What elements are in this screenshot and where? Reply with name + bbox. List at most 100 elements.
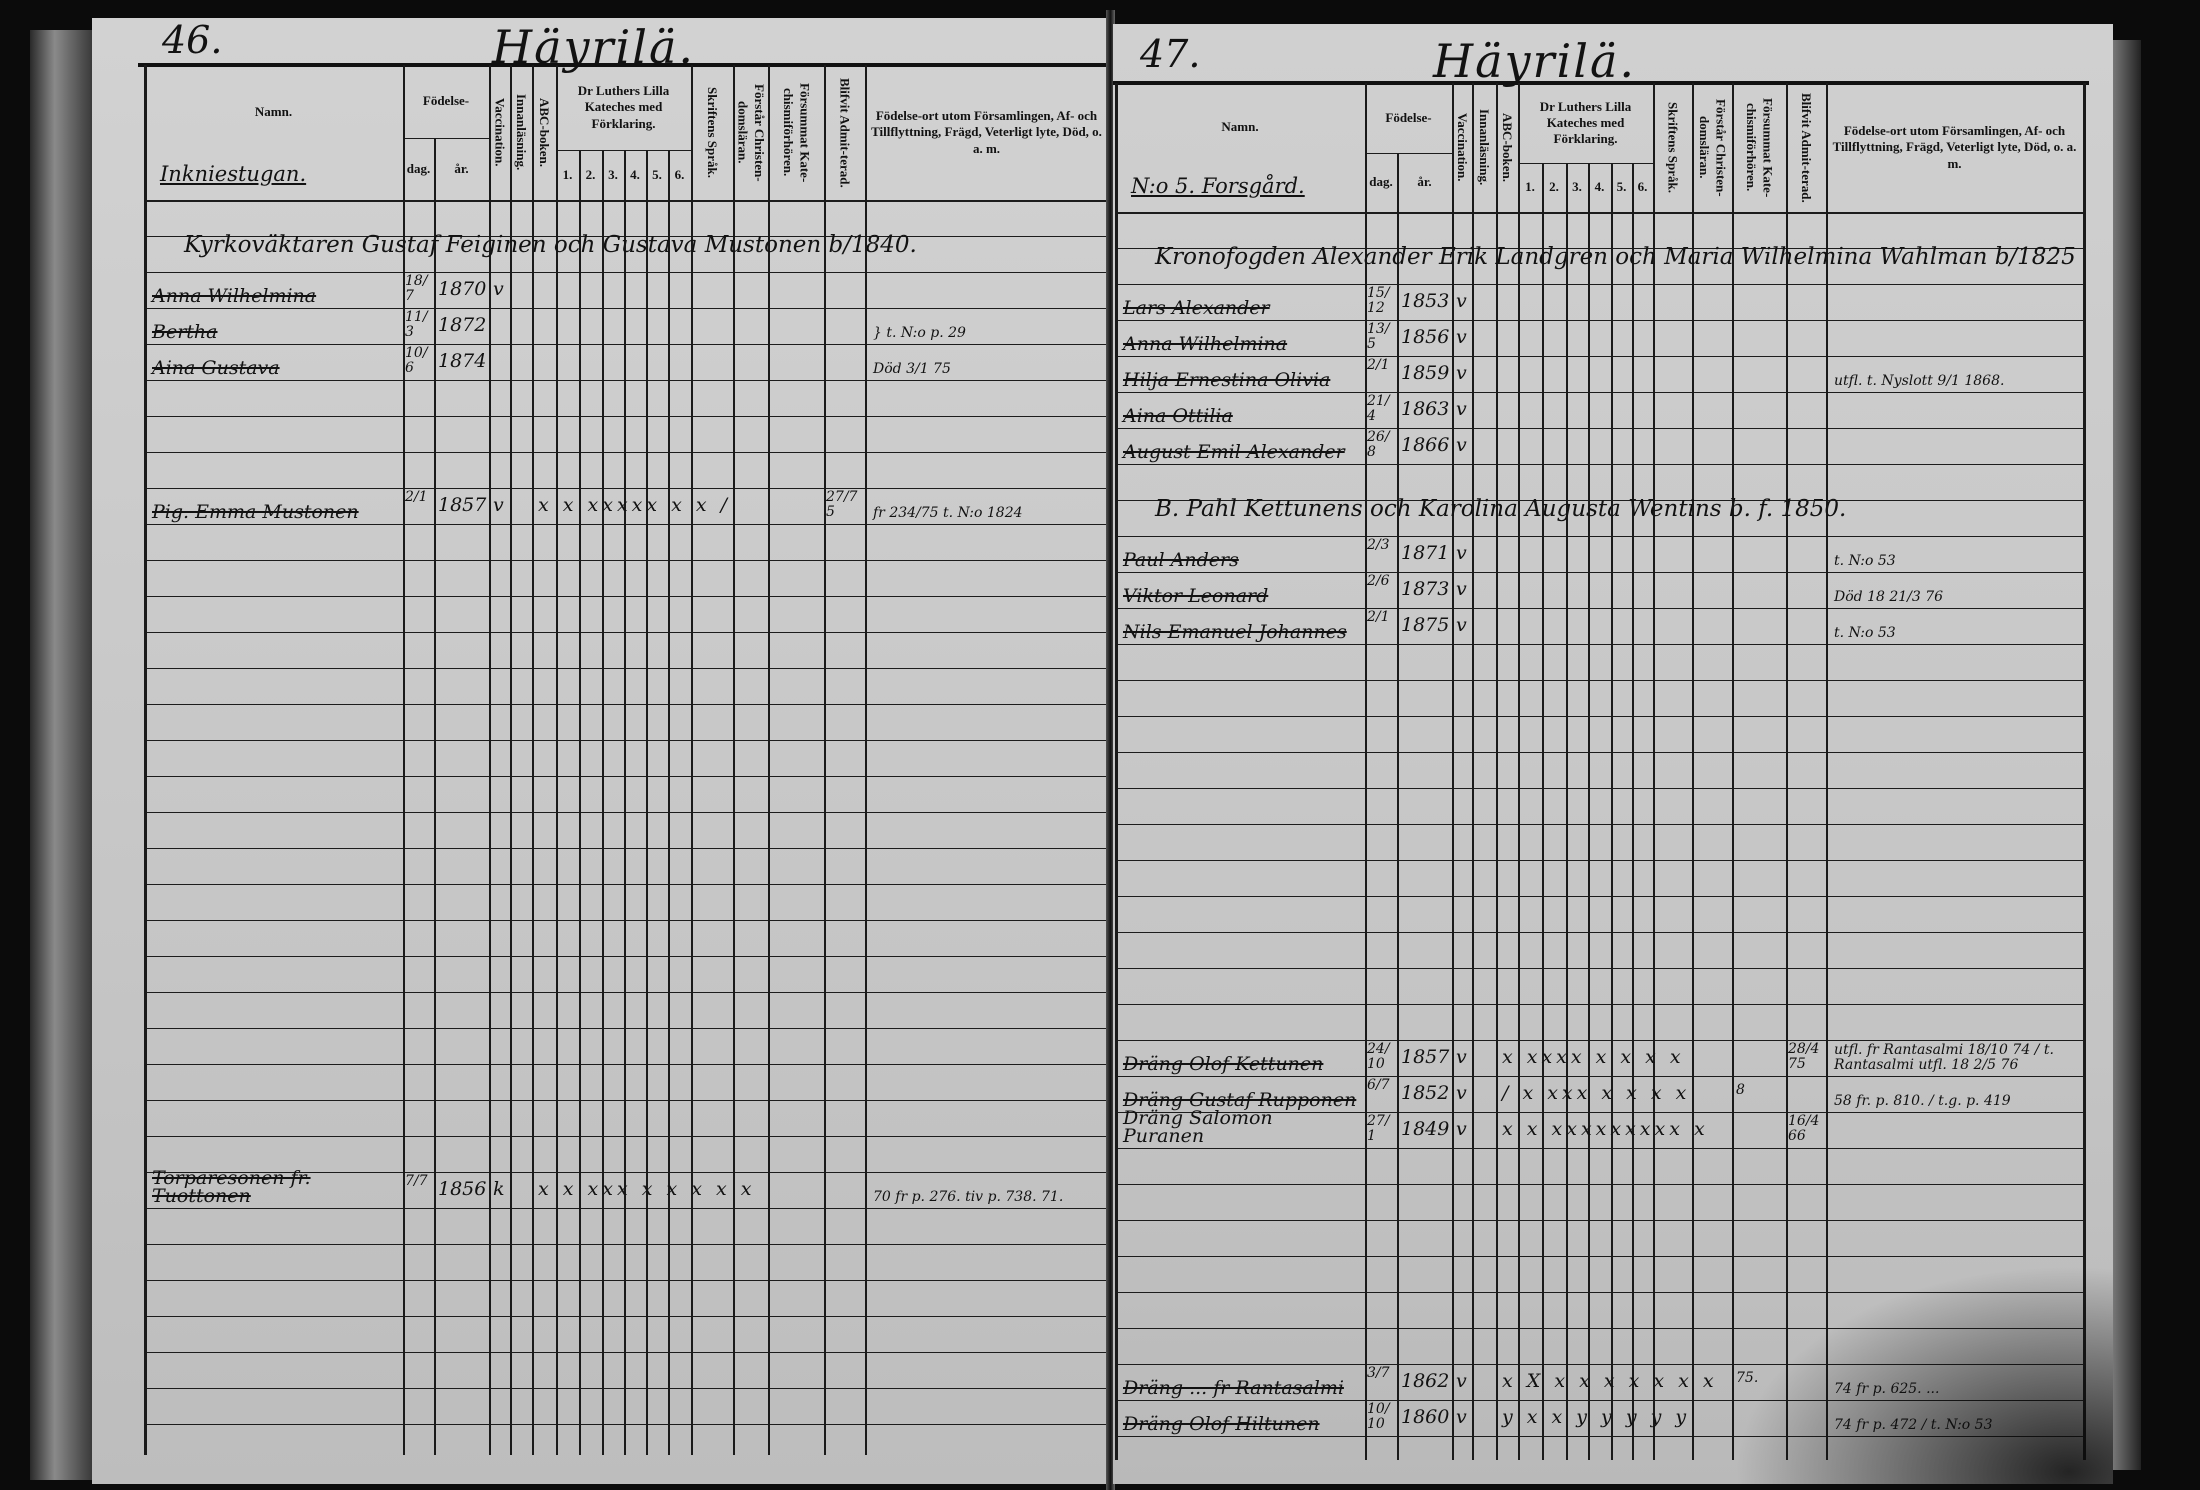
column-header-understands: Förstår Christen-domsläran.	[735, 83, 767, 182]
family-heading: Kronofogden Alexander Erik Landgren och …	[1155, 244, 2076, 270]
vaccination-mark: v	[1456, 1370, 1467, 1392]
row-rule	[144, 308, 1108, 309]
row-rule	[144, 1424, 1108, 1425]
row-rule	[144, 1172, 1108, 1173]
row-rule	[1115, 1148, 2083, 1149]
row-rule	[144, 1316, 1108, 1317]
row-rule	[1115, 428, 2083, 429]
birth-day: 2/1	[1367, 357, 1390, 373]
row-rule	[144, 740, 1108, 741]
header-top-rule	[1113, 81, 2089, 85]
note: Död 18 21/3 76	[1834, 589, 1944, 605]
row-rule	[144, 884, 1108, 885]
row-rule	[144, 668, 1108, 669]
column-header-year: år.	[1417, 174, 1432, 190]
birth-year: 1874	[438, 350, 487, 372]
register-row: Kyrkoväktaren Gustaf Feiginen och Gustav…	[92, 232, 1112, 272]
column-header-catechism-part: 6.	[674, 166, 685, 182]
row-rule	[1115, 1112, 2083, 1113]
register-row: Dräng Gustaf Rupponen 6/7 1852 v / x xxx x x…	[1113, 1076, 2113, 1112]
column-header-birth: Födelse-	[1385, 109, 1432, 125]
column-header-catechism: Dr Luthers Lilla Kateches med Förklaring…	[1539, 98, 1632, 147]
row-rule	[144, 344, 1108, 345]
note: 74 fr p. 472 / t. N:o 53	[1834, 1417, 1993, 1433]
column-header-catechism-part: 4.	[630, 166, 640, 182]
vaccination-mark: k	[493, 1178, 505, 1200]
vaccination-mark: v	[1456, 1082, 1467, 1104]
row-rule	[144, 920, 1108, 921]
admitted-date: 28/4 75	[1788, 1041, 1820, 1072]
row-rule	[144, 452, 1108, 453]
birth-day: 11/3	[405, 309, 428, 340]
birth-year: 1849	[1401, 1118, 1450, 1140]
vaccination-mark: v	[493, 278, 504, 300]
person-name: Aina Gustava	[152, 357, 280, 379]
row-rule	[144, 524, 1108, 525]
column-rule	[646, 150, 648, 1455]
row-rule	[1115, 1328, 2083, 1329]
row-rule	[144, 560, 1108, 561]
person-name: Dräng Gustaf Rupponen	[1123, 1089, 1357, 1111]
row-rule	[144, 488, 1108, 489]
missed-mark: 8	[1736, 1082, 1745, 1098]
birth-day: 10/10	[1367, 1401, 1390, 1432]
catechism-marks: x xxxx x x x x	[1502, 1046, 1685, 1068]
row-rule	[1115, 284, 2083, 285]
birth-subheader-rule	[1365, 153, 1452, 154]
birth-year: 1857	[438, 494, 487, 516]
person-name: Dräng Olof Kettunen	[1123, 1053, 1324, 1075]
birth-day: 10/6	[405, 345, 428, 376]
column-header-birth: Födelse-	[422, 93, 470, 109]
birth-year: 1856	[1401, 326, 1450, 348]
column-header-scripture: Skriftens Språk.	[1665, 101, 1681, 194]
note: Död 3/1 75	[873, 361, 951, 377]
column-rule	[768, 65, 770, 1455]
row-rule	[144, 992, 1108, 993]
birth-day: 15/12	[1367, 285, 1390, 316]
column-header-notes: Födelse-ort utom Församlingen, Af- och T…	[871, 108, 1102, 156]
person-name: Dräng Olof Hiltunen	[1123, 1413, 1320, 1435]
birth-year: 1870	[438, 278, 487, 300]
note: t. N:o 53	[1834, 625, 1896, 641]
column-rule	[733, 65, 735, 1455]
column-rule	[1732, 83, 1734, 1460]
row-rule	[144, 1136, 1108, 1137]
register-row: Paul Anders 2/3 1871 v t. N:o 53	[1113, 536, 2113, 572]
row-rule	[144, 704, 1108, 705]
birth-year: 1871	[1401, 542, 1450, 564]
row-rule	[1115, 1040, 2083, 1041]
row-rule	[1115, 320, 2083, 321]
column-rule	[1611, 163, 1613, 1460]
left-page: 46. Häyrilä. Namn. Födelse-dag. år. Vaccina…	[92, 18, 1112, 1484]
column-header-understands: Förstår Christen-domsläran.	[1697, 98, 1729, 197]
note: 70 fr p. 276. tiv p. 738. 71.	[873, 1189, 1064, 1205]
person-name: Anna Wilhelmina	[1123, 333, 1288, 355]
column-header-catechism-part: 3.	[1572, 179, 1582, 195]
column-rule	[1653, 83, 1655, 1460]
name-subheading: N:o 5. Forsgård.	[1131, 174, 1305, 198]
column-rule	[403, 65, 405, 1455]
row-rule	[1115, 1184, 2083, 1185]
name-subheading: Inkniestugan.	[160, 162, 307, 186]
column-rule	[1786, 83, 1788, 1460]
page-number: 47.	[1140, 32, 1201, 76]
column-rule	[489, 65, 491, 1455]
column-header-missed: Försummat Kate-chismiförhören.	[1744, 97, 1776, 198]
row-rule	[1115, 248, 2083, 249]
column-header-catechism: Dr Luthers Lilla Kateches med Förklaring…	[577, 83, 670, 131]
right-page: 47. Häyrilä. Namn. Födelse-dag. år. Vaccina…	[1113, 24, 2113, 1484]
row-rule	[144, 380, 1108, 381]
birth-year: 1853	[1401, 290, 1450, 312]
birth-day: 21/4	[1367, 393, 1390, 424]
register-row: Nils Emanuel Johannes 2/1 1875 v t. N:o 53	[1113, 608, 2113, 644]
birth-year: 1852	[1401, 1082, 1450, 1104]
column-rule	[824, 65, 826, 1455]
column-header-reading: Innanläsning.	[514, 94, 530, 171]
column-header-vaccination: Vaccination.	[1455, 113, 1471, 182]
birth-day: 2/1	[405, 489, 428, 505]
column-rule	[602, 150, 604, 1455]
note: utfl. fr Rantasalmi 18/10 74 / t. Rantas…	[1834, 1042, 2054, 1073]
column-rule	[1452, 83, 1454, 1460]
vaccination-mark: v	[1456, 542, 1467, 564]
catechism-marks: x x xxxxxxxxx x	[1502, 1118, 1709, 1140]
